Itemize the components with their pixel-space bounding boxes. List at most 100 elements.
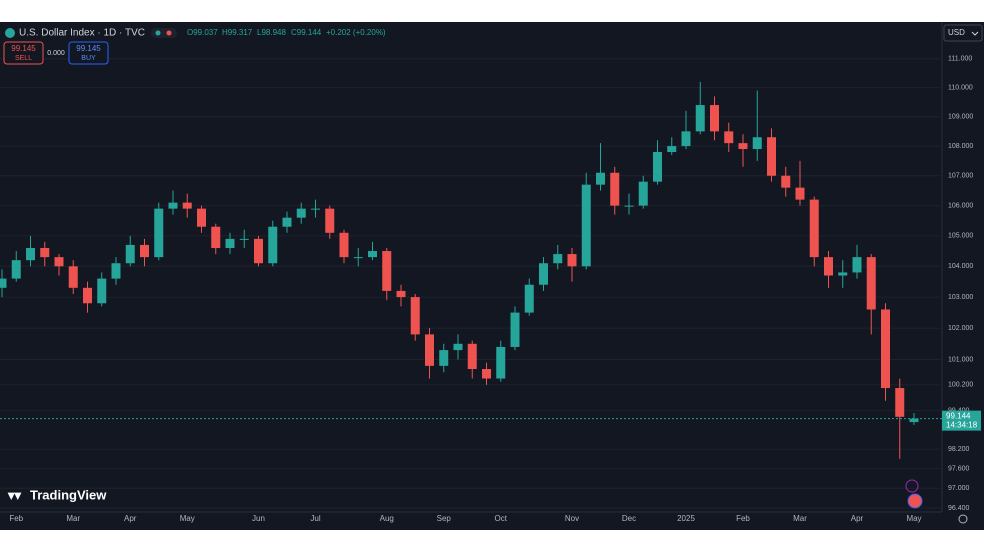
settings-icon[interactable] [958,514,968,524]
x-tick-label: Oct [495,514,508,523]
candle-body [339,232,349,258]
x-tick-label: Sep [437,514,452,523]
candle-body [368,251,377,258]
candle-body [539,263,548,285]
x-tick-label: Nov [565,514,579,523]
candle-body [353,257,363,259]
candle-body [239,238,249,240]
candle-body [282,217,292,227]
candle-body [467,343,477,370]
y-tick-label: 111.000 [948,56,972,63]
candle-body [26,247,35,261]
y-tick-label: 108.000 [948,143,973,150]
brand[interactable]: TradingView [30,487,107,502]
candle-body [254,238,263,264]
candle-body [795,187,805,200]
candle-body [909,418,919,423]
x-tick-label: May [906,514,921,523]
candle-body [140,244,149,258]
y-tick-label: 98.200 [948,446,970,453]
buy-price: 99.145 [76,44,101,53]
x-tick-label: Apr [124,514,137,523]
ohlc-high: H99.317 [222,28,253,37]
flag-icon[interactable] [907,493,923,509]
y-tick-label: 110.000 [948,84,973,91]
buy-button[interactable] [68,41,109,65]
symbol-icon[interactable] [5,28,15,38]
candle-body [866,257,876,310]
candle-body [610,172,620,206]
candle-body [852,257,862,273]
candle-body [553,254,563,264]
candle-body [11,260,21,279]
y-tick-label: 96.400 [948,505,970,512]
candle-body [211,226,221,248]
candle-body [296,208,306,218]
candle-body [97,278,107,304]
candle-body [54,257,64,267]
x-tick-label: Aug [380,514,394,523]
candle-body [767,137,776,176]
candle-body [510,312,520,347]
candle-body [68,266,78,288]
symbol-title[interactable]: U.S. Dollar Index · 1D · TVC [19,28,145,39]
candle-body [881,309,890,389]
candle-body [197,208,206,227]
x-tick-label: Mar [66,514,80,523]
brand-icon: ▾▾ [7,487,22,502]
ohlc-close: C99.144 [291,28,322,37]
alert-icon[interactable] [905,479,919,493]
candle-body [710,105,719,132]
x-tick-label: Mar [793,514,807,523]
sell-button[interactable] [3,41,44,65]
candle-body [724,131,734,144]
spread: 0.000 [47,50,65,57]
x-tick-label: 2025 [677,514,695,523]
candle-body [268,226,278,264]
ohlc-open: O99.037 [187,28,218,37]
candle-body [111,263,121,279]
candle-body [125,244,135,264]
candle-body [325,208,335,233]
candle-body [809,199,819,258]
y-tick-label: 106.000 [948,202,973,209]
candle-body [496,346,506,379]
y-tick-label: 107.000 [948,173,973,180]
ohlc-change: +0.202 (+0.20%) [326,28,386,37]
candle-body [396,290,406,298]
y-tick-label: 104.000 [948,263,973,270]
y-tick-label: 101.000 [948,356,973,363]
y-tick-label: 97.600 [948,465,970,472]
candle-body [0,278,7,288]
candle-body [895,388,905,417]
candle-body [667,146,677,152]
x-tick-label: Jun [252,514,265,523]
currency[interactable]: USD [948,28,965,37]
y-tick-label: 100.200 [948,382,973,389]
status-badge [151,28,177,38]
candle-body [681,131,691,147]
candle-body [638,181,648,206]
candle-body [410,297,420,335]
candle-body [653,151,662,182]
candle-body [382,251,392,291]
candle-body [781,175,791,188]
candle-body [482,369,491,379]
sell-label: SELL [15,55,32,62]
candle-body [596,172,605,185]
candle-body [624,205,634,207]
candle-body [225,238,235,248]
candle-body [154,208,164,258]
x-tick-label: Feb [736,514,750,523]
candle-body [567,254,577,267]
candle-body [182,202,192,209]
candle-body [752,137,762,150]
x-tick-label: Feb [9,514,23,523]
ohlc-low: L98.948 [257,28,286,37]
candle-body [453,343,463,351]
y-tick-label: 105.000 [948,233,973,240]
candle-body [695,105,705,132]
currency-selector[interactable] [943,24,983,42]
